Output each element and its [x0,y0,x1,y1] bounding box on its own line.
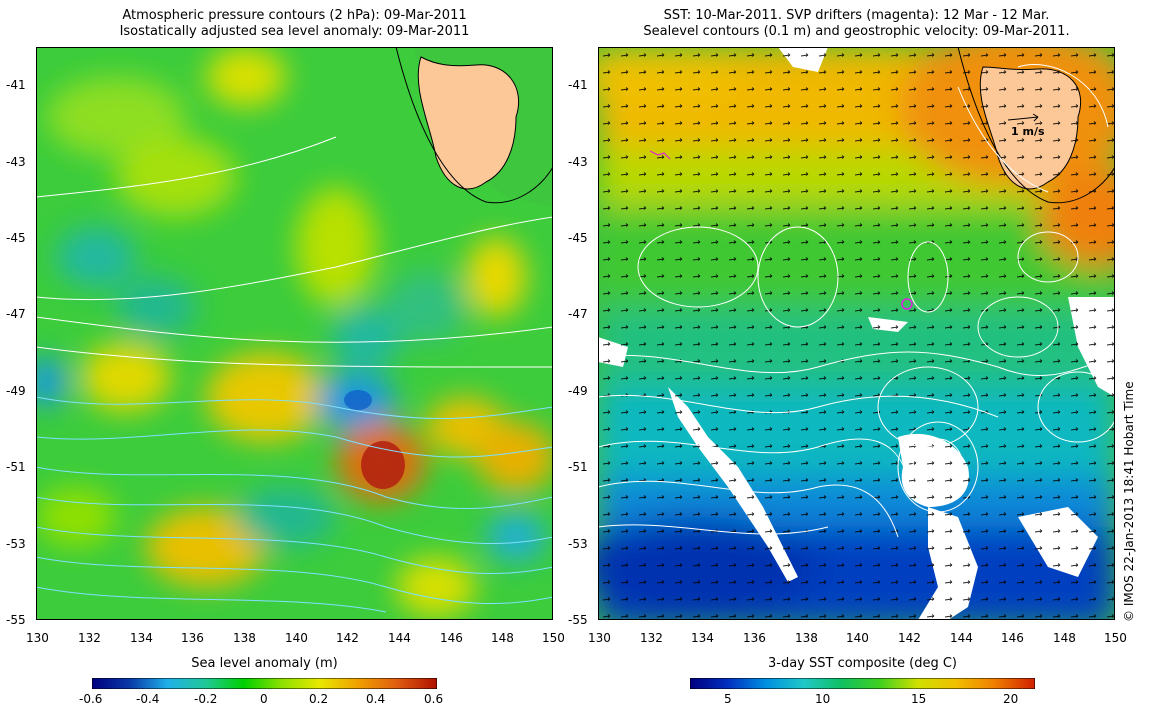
x-tick-label: 136 [181,631,204,645]
x-tick-label: 146 [1001,631,1024,645]
imos-credit: © IMOS 22-Jan-2013 18:41 Hobart Time [1122,381,1136,622]
right-colorbar-title: 3-day SST composite (deg C) [767,656,958,671]
x-tick-label: 134 [691,631,714,645]
colorbar-tick-label: -0.2 [194,692,218,706]
x-tick-label: 132 [78,631,101,645]
x-tick-label: 142 [336,631,359,645]
y-tick-label: -53 [6,537,26,551]
x-tick-label: 130 [588,631,611,645]
colorbar-tick-label: 0.4 [366,692,386,706]
sea-level-anomaly-map [36,47,553,620]
colorbar-tick-label: 5 [724,692,732,706]
y-tick-label: -47 [6,307,26,321]
colorbar-tick-label: 15 [911,692,927,706]
colorbar-tick-label: 20 [1003,692,1019,706]
left-title-line2: Isostatically adjusted sea level anomaly… [119,24,470,39]
velocity-scale-label: 1 m/s [1011,125,1045,138]
left-title-line1: Atmospheric pressure contours (2 hPa): 0… [122,8,467,23]
x-tick-label: 146 [440,631,463,645]
right-title-line2: Sealevel contours (0.1 m) and geostrophi… [643,24,1070,39]
x-tick-label: 130 [26,631,49,645]
y-tick-label: -47 [568,307,588,321]
y-tick-label: -45 [568,231,588,245]
x-tick-label: 150 [542,631,565,645]
y-tick-label: -49 [6,384,26,398]
x-tick-label: 148 [491,631,514,645]
y-tick-label: -51 [6,460,26,474]
x-tick-label: 140 [846,631,869,645]
x-tick-label: 136 [743,631,766,645]
y-tick-label: -45 [6,231,26,245]
x-tick-label: 140 [285,631,308,645]
x-tick-label: 138 [795,631,818,645]
y-tick-label: -55 [568,613,588,627]
x-tick-label: 142 [898,631,921,645]
x-tick-label: 148 [1053,631,1076,645]
y-tick-label: -41 [568,78,588,92]
sst-colorbar [689,676,1036,690]
right-map-title: SST: 10-Mar-2011. SVP drifters (magenta)… [598,8,1115,40]
right-title-line1: SST: 10-Mar-2011. SVP drifters (magenta)… [663,8,1050,23]
colorbar-tick-label: 0.6 [424,692,444,706]
x-tick-label: 144 [388,631,411,645]
x-tick-label: 134 [130,631,153,645]
y-tick-label: -53 [568,537,588,551]
x-tick-label: 138 [233,631,256,645]
y-tick-label: -55 [6,613,26,627]
sea-level-colorbar [91,676,438,690]
colorbar-tick-label: 10 [815,692,831,706]
y-tick-label: -43 [6,155,26,169]
colorbar-tick-label: 0.2 [309,692,329,706]
sst-map: 1 m/s [598,47,1115,620]
y-tick-label: -41 [6,78,26,92]
colorbar-tick-label: 0 [260,692,268,706]
x-tick-label: 150 [1104,631,1127,645]
y-tick-label: -49 [568,384,588,398]
y-tick-label: -43 [568,155,588,169]
x-tick-label: 144 [950,631,973,645]
colorbar-tick-label: -0.4 [136,692,160,706]
y-tick-label: -51 [568,460,588,474]
x-tick-label: 132 [640,631,663,645]
left-map-title: Atmospheric pressure contours (2 hPa): 0… [36,8,553,40]
colorbar-tick-label: -0.6 [79,692,103,706]
left-colorbar-title: Sea level anomaly (m) [191,656,338,671]
